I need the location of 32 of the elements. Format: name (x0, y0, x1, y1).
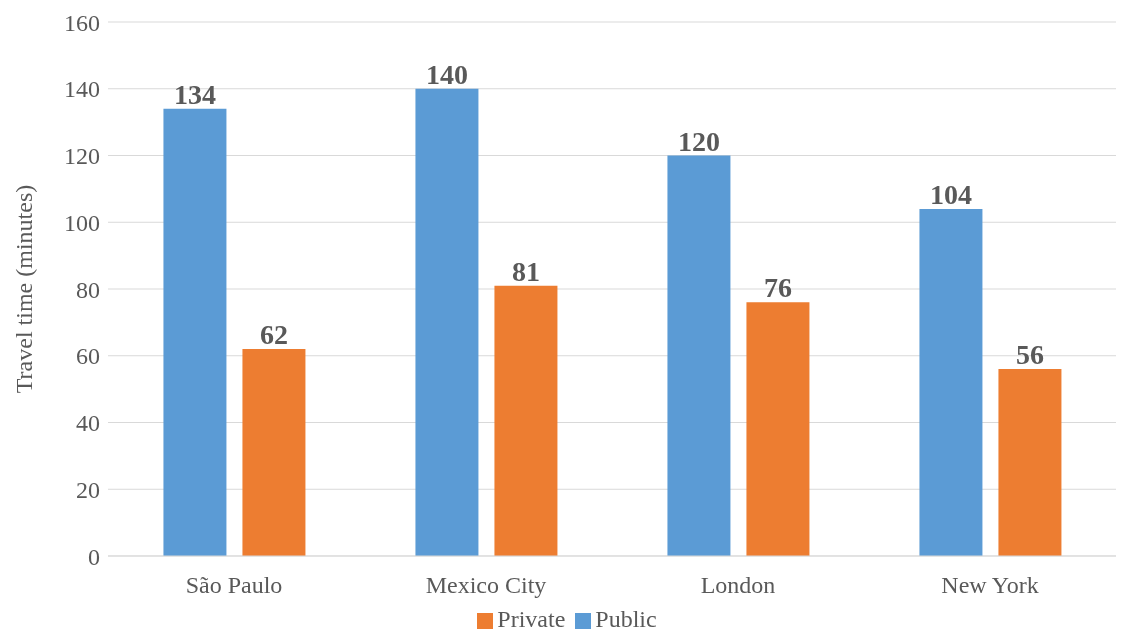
bar (919, 208, 983, 556)
bar (746, 302, 810, 556)
data-label: 62 (259, 319, 288, 351)
bar (667, 155, 731, 556)
data-label: 76 (763, 272, 792, 304)
y-tick-label: 140 (64, 76, 100, 103)
bar (242, 349, 306, 556)
data-label: 140 (425, 58, 468, 90)
x-tick-label: New York (941, 572, 1039, 599)
y-tick-label: 80 (76, 276, 100, 303)
y-tick-label: 40 (76, 410, 100, 437)
bar (163, 108, 227, 556)
data-label: 56 (1015, 339, 1044, 371)
bar (494, 285, 558, 556)
data-label: 134 (173, 78, 216, 110)
data-label: 81 (511, 255, 540, 287)
y-tick-label: 100 (64, 209, 100, 236)
legend-label: Private (497, 606, 566, 632)
y-tick-label: 20 (76, 476, 100, 503)
x-tick-label: Mexico City (425, 572, 547, 599)
y-tick-label: 0 (88, 543, 100, 570)
data-label: 104 (929, 178, 972, 210)
x-tick-label: São Paulo (185, 572, 283, 599)
y-axis-title: Travel time (minutes) (10, 184, 37, 394)
legend-label: Public (595, 606, 657, 632)
y-tick-label: 160 (64, 9, 100, 36)
x-tick-label: London (700, 572, 776, 599)
data-label: 120 (677, 125, 720, 157)
bar (998, 369, 1062, 556)
bar (415, 88, 479, 556)
y-tick-label: 120 (64, 143, 100, 170)
y-tick-label: 60 (76, 343, 100, 370)
